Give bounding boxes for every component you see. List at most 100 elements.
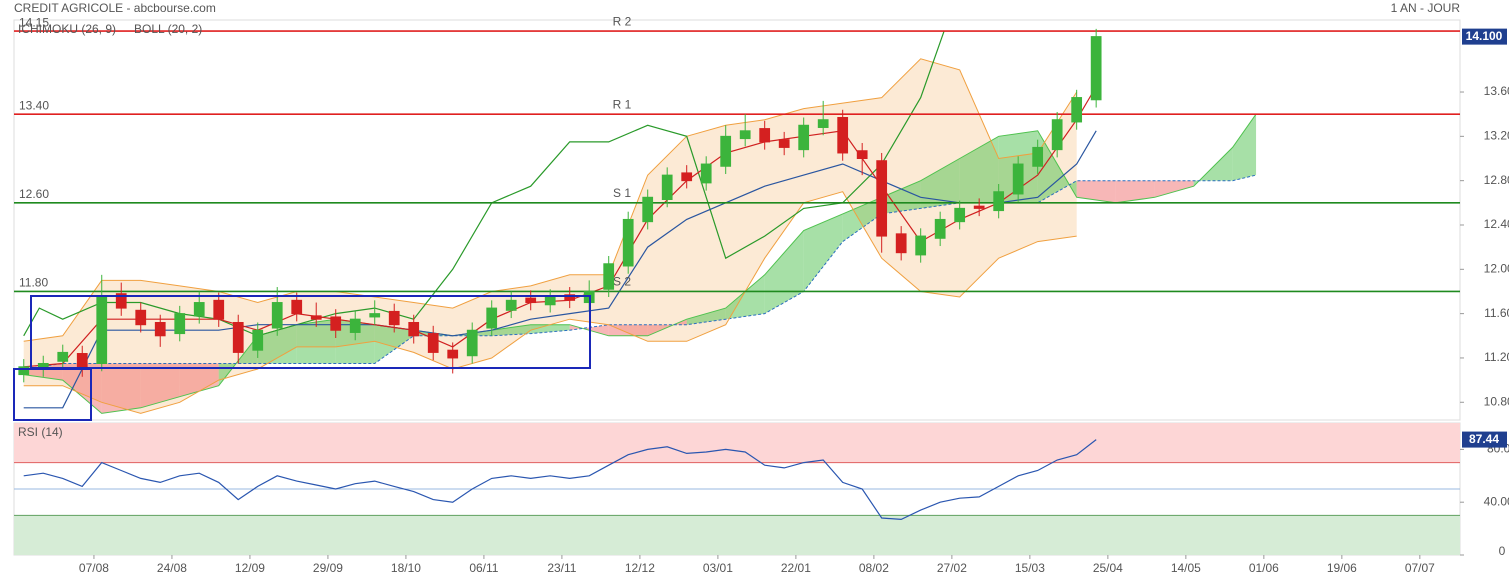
- candle-body: [856, 150, 868, 160]
- ichimoku-cloud: [608, 324, 648, 336]
- drawn-box: [13, 368, 92, 421]
- ichimoku-cloud: [1115, 180, 1155, 203]
- candle-body: [505, 299, 517, 311]
- layers: 14.15 R 2 13.40 R 1 12.60 S 1 11.80 S 2 10.800 11…: [14, 14, 1509, 575]
- x-tick-label: 14/05: [1171, 561, 1201, 575]
- ichimoku-cloud: [101, 363, 141, 414]
- candle-body: [564, 294, 576, 301]
- chikou-line: [23, 30, 945, 337]
- candle-body: [408, 321, 420, 337]
- x-tick-label: 08/02: [859, 561, 889, 575]
- level-name: S 2: [613, 275, 631, 289]
- candle-body: [915, 235, 927, 256]
- candle-body: [1071, 97, 1083, 123]
- level-value: 11.80: [19, 276, 48, 290]
- candle-body: [349, 318, 361, 333]
- rsi-legend: RSI (14): [18, 425, 63, 439]
- overbought-zone: [14, 423, 1460, 463]
- candle-body: [934, 218, 946, 239]
- y-tick-label: 13.600: [1484, 84, 1509, 98]
- y-tick-label: 10.800: [1484, 394, 1509, 408]
- ichimoku-cloud: [491, 324, 531, 336]
- y-tick-label: 13.200: [1484, 129, 1509, 143]
- price-panel: [13, 19, 1461, 421]
- bollinger-upper: [23, 58, 1078, 342]
- x-tick-label: 25/04: [1093, 561, 1123, 575]
- candle-body: [798, 124, 810, 151]
- period-label: 1 AN - JOUR: [1391, 1, 1461, 15]
- candle-body: [739, 130, 751, 140]
- candle-body: [700, 163, 712, 184]
- x-tick-label: 24/08: [157, 561, 187, 575]
- candle-body: [661, 174, 673, 201]
- ichimoku-cloud: [920, 158, 960, 209]
- level-name: R 1: [613, 97, 632, 111]
- candle-body: [973, 205, 985, 209]
- rsi-line: [23, 439, 1097, 521]
- ichimoku-cloud: [530, 324, 570, 334]
- x-tick-label: 01/06: [1249, 561, 1279, 575]
- ichimoku-cloud: [803, 213, 843, 292]
- bollinger-legend: BOLL (20, 2): [134, 22, 202, 36]
- x-tick-label: 18/10: [391, 561, 421, 575]
- candle-body: [817, 119, 829, 128]
- ichimoku-cloud: [881, 180, 921, 214]
- x-tick-label: 19/06: [1327, 561, 1357, 575]
- candle-body: [76, 353, 88, 370]
- x-tick-label: 23/11: [547, 561, 576, 575]
- candle-body: [466, 329, 478, 357]
- candle-body: [232, 321, 244, 353]
- candle-body: [330, 316, 342, 331]
- candle-body: [135, 309, 147, 326]
- ichimoku-cloud: [764, 230, 804, 314]
- candle-body: [1051, 119, 1063, 151]
- ichimoku-cloud: [257, 324, 297, 364]
- candle-body: [759, 128, 771, 143]
- candle-body: [271, 302, 283, 329]
- candle-body: [954, 207, 966, 223]
- candle-body: [603, 263, 615, 290]
- candle-body: [837, 117, 849, 154]
- x-tick-label: 15/03: [1015, 561, 1045, 575]
- candle-body: [544, 296, 556, 306]
- x-tick-label: 06/11: [469, 561, 498, 575]
- candle-body: [193, 302, 205, 317]
- ichimoku-cloud: [842, 197, 882, 242]
- x-tick-label: 12/12: [625, 561, 655, 575]
- candle-body: [154, 321, 166, 337]
- candle-body: [388, 310, 400, 326]
- candle-body: [252, 329, 264, 351]
- candle-body: [1090, 36, 1102, 101]
- y-tick-label: 0: [1499, 544, 1506, 558]
- candle-body: [1012, 163, 1024, 195]
- ichimoku-cloud: [1076, 180, 1116, 203]
- candle-body: [486, 307, 498, 329]
- oversold-zone: [14, 515, 1460, 555]
- candle-body: [876, 160, 888, 237]
- kijun-line: [23, 130, 1097, 409]
- y-tick-label: 11.600: [1484, 306, 1509, 320]
- level-name: S 1: [613, 186, 631, 200]
- ichimoku-cloud: [1232, 114, 1257, 181]
- ichimoku-legend: ICHIMOKU (26, 9): [18, 22, 116, 36]
- x-tick-label: 22/01: [781, 561, 811, 575]
- x-tick-label: 07/08: [79, 561, 109, 575]
- candle-body: [720, 135, 732, 167]
- candle-body: [642, 196, 654, 223]
- candle-body: [310, 315, 322, 320]
- ichimoku-cloud: [1154, 180, 1194, 198]
- y-tick-label: 11.200: [1484, 350, 1509, 364]
- chart-title: CREDIT AGRICOLE - abcbourse.com: [14, 1, 216, 15]
- ichimoku-cloud: [374, 324, 414, 364]
- x-tick-label: 12/09: [235, 561, 265, 575]
- bollinger-lower: [23, 191, 1077, 414]
- level-name: R 2: [613, 14, 632, 28]
- candle-body: [18, 366, 30, 376]
- level-value: 12.60: [19, 187, 49, 201]
- candle-body: [681, 172, 693, 182]
- candle-body: [115, 293, 127, 309]
- candle-body: [1032, 146, 1044, 167]
- candle-body: [895, 233, 907, 254]
- y-tick-label: 12.800: [1484, 173, 1509, 187]
- candle-body: [96, 296, 108, 364]
